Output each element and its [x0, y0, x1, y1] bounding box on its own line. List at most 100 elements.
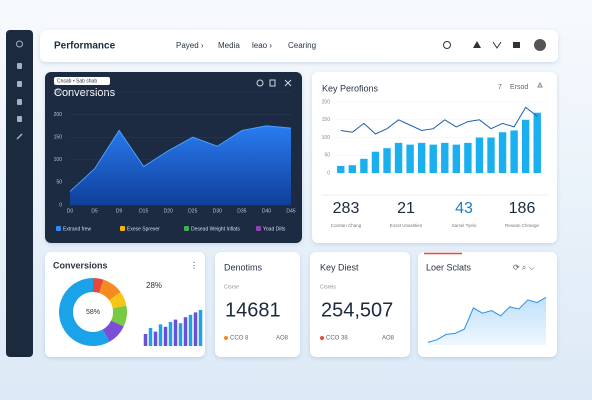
nav-icon[interactable] [17, 81, 22, 87]
stat-label: Conrtan Chang [331, 223, 362, 228]
bar [498, 132, 507, 173]
y-tick-label: 150 [54, 135, 63, 141]
x-tick-label: D15 [139, 208, 148, 214]
bar [371, 151, 380, 173]
bar [178, 323, 183, 346]
bar [148, 328, 153, 346]
status-dot [320, 336, 324, 340]
pie-slice [102, 320, 124, 342]
card-subtitle: Crsrse [224, 284, 239, 290]
line [427, 296, 547, 343]
avatar[interactable] [534, 39, 546, 51]
tool-icon[interactable] [284, 79, 292, 87]
y-tick-label: 150 [322, 117, 331, 123]
card-title: Loer Sclats [426, 262, 472, 272]
stat-value: 186 [509, 200, 536, 217]
stat-value: 43 [455, 200, 473, 217]
pie-slice [58, 278, 110, 346]
stat-label: Resean Chrange [505, 223, 540, 228]
nav-link[interactable]: Payed › [176, 41, 204, 50]
legend-swatch [256, 226, 261, 231]
header [40, 30, 558, 62]
pie-slice [109, 292, 127, 309]
bar [429, 144, 437, 173]
footer-label: CCO 38 [326, 336, 348, 342]
x-tick-label: D45 [286, 208, 295, 214]
bar [406, 144, 414, 173]
y-tick-label: 250 [54, 89, 63, 95]
y-tick-label: 50 [56, 180, 62, 186]
tool-icon[interactable]: ⟳ ⌕ ⌵ [513, 263, 535, 272]
sidebar [6, 30, 33, 357]
card-title: Denotims [224, 262, 263, 272]
line [340, 106, 538, 135]
bar [360, 158, 368, 173]
star-icon[interactable] [537, 81, 543, 88]
bar [337, 165, 345, 173]
stat-label: Eosst Unastitien [390, 223, 423, 228]
footer-label: AO8 [382, 336, 395, 342]
tag-text: Cnsab • Sab shab [57, 78, 97, 84]
card-subtitle: Crsreis [320, 284, 336, 290]
sidebar-icons [16, 40, 23, 140]
bar [348, 165, 357, 173]
y-tick-label: 0 [327, 170, 330, 176]
y-tick-label: 50 [324, 153, 330, 159]
pie-slice [111, 305, 127, 327]
nav-icon[interactable] [17, 63, 22, 69]
bell-icon[interactable] [473, 41, 481, 48]
tool-icon[interactable] [256, 79, 264, 87]
legend-swatch [184, 226, 189, 231]
status-dot [224, 336, 228, 340]
search-icon[interactable] [443, 41, 451, 49]
card-title: Key Diest [320, 262, 359, 272]
legend-swatch [56, 226, 61, 231]
tag [54, 77, 110, 85]
stat-value: 283 [333, 200, 360, 217]
bar [417, 142, 426, 173]
tool-icon[interactable] [269, 79, 276, 87]
x-tick-label: D25 [188, 208, 197, 214]
card-title: Conversions [53, 260, 108, 270]
card [215, 252, 300, 357]
nav-icon[interactable] [17, 116, 22, 122]
nav-icon[interactable] [16, 133, 23, 140]
bar [158, 324, 163, 346]
area-line [69, 125, 292, 192]
nav-link[interactable]: Cearing [288, 41, 316, 50]
bar [464, 142, 472, 173]
footer-label: CCO 8 [230, 336, 249, 342]
nav-link[interactable]: Media [218, 41, 240, 50]
bar [193, 312, 198, 346]
nav-icon[interactable] [17, 99, 22, 105]
bar [188, 314, 193, 346]
control[interactable]: Ersod [510, 84, 528, 91]
pie-slice [99, 279, 121, 301]
bar [475, 137, 484, 173]
mail-icon[interactable] [513, 42, 520, 48]
side-label: 28% [146, 281, 162, 290]
card-tools [256, 79, 292, 87]
area-fill [70, 125, 291, 205]
nav-link[interactable]: leao › [252, 41, 272, 50]
bar [394, 142, 403, 173]
bar [143, 334, 148, 346]
filter-icon[interactable] [492, 41, 502, 49]
menu-icon[interactable]: ⋮ [190, 261, 198, 270]
bar [383, 148, 391, 173]
nav-icon[interactable] [16, 40, 23, 48]
legend-swatch [120, 226, 125, 231]
control[interactable]: 7 [498, 84, 502, 91]
area-fill [428, 297, 546, 345]
bar [168, 322, 173, 346]
y-tick-label: 100 [54, 157, 63, 163]
center-label: 58% [86, 309, 100, 316]
bar [198, 310, 203, 346]
x-tick-label: D20 [164, 208, 173, 214]
y-tick-label: 100 [322, 135, 331, 141]
bar [452, 144, 461, 173]
pie-slice [93, 278, 104, 293]
bar [163, 326, 168, 346]
